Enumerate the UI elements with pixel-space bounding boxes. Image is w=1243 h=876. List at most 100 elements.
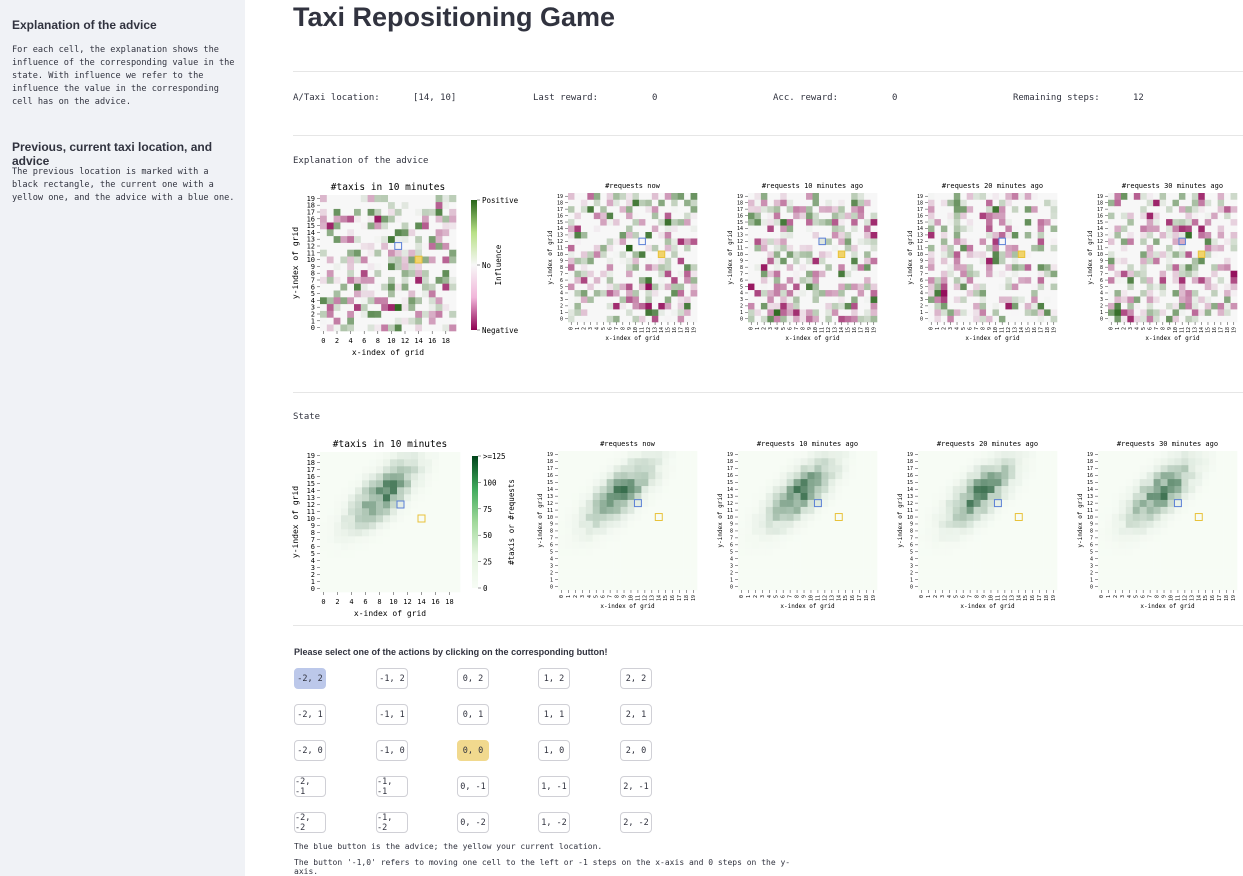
heatmap-cell bbox=[390, 487, 398, 495]
heatmap-cell bbox=[360, 215, 368, 223]
heatmap-cell bbox=[780, 225, 787, 232]
heatmap-cell bbox=[333, 297, 341, 305]
heatmap-cell bbox=[397, 529, 405, 537]
action-button[interactable]: 0, 1 bbox=[457, 704, 489, 725]
heatmap-cell bbox=[1185, 289, 1193, 297]
title: Taxi Repositioning Game bbox=[293, 2, 616, 32]
action-button[interactable]: 0, 0 bbox=[457, 740, 489, 761]
heatmap-cell bbox=[1166, 205, 1173, 213]
heatmap-cell bbox=[1044, 283, 1051, 291]
action-button[interactable]: 2, 0 bbox=[620, 740, 652, 761]
heatmap-cell bbox=[564, 548, 573, 556]
action-button[interactable]: 1, 2 bbox=[538, 668, 570, 689]
heatmap-cell bbox=[870, 451, 878, 459]
heatmap-cell bbox=[404, 459, 412, 467]
action-button[interactable]: -2, 1 bbox=[294, 704, 326, 725]
action-button[interactable]: 2, -1 bbox=[620, 776, 652, 797]
heatmap-cell bbox=[1146, 309, 1154, 316]
y-tick-label: 4 bbox=[740, 291, 743, 297]
heatmap-cell bbox=[585, 541, 594, 549]
heatmap-cell bbox=[355, 487, 363, 495]
heatmap-cell bbox=[626, 205, 633, 213]
heatmap-cell bbox=[1044, 205, 1051, 213]
action-button[interactable]: 1, 0 bbox=[538, 740, 570, 761]
heatmap-cell bbox=[765, 464, 774, 473]
action-button[interactable]: -1, 1 bbox=[376, 704, 408, 725]
heatmap-cell bbox=[408, 290, 416, 298]
heatmap-cell bbox=[842, 534, 850, 542]
heatmap-cell bbox=[671, 231, 678, 239]
heatmap-cell bbox=[415, 297, 423, 305]
heatmap-cell bbox=[677, 193, 685, 200]
heatmap-cell bbox=[849, 527, 857, 535]
x-tick-label: 4 bbox=[767, 595, 773, 598]
heatmap-cell bbox=[1202, 492, 1210, 500]
x-tick-label: 7 bbox=[968, 595, 974, 598]
action-button[interactable]: -1, -2 bbox=[376, 812, 408, 833]
heatmap-cell bbox=[814, 527, 822, 535]
heatmap-cell bbox=[1178, 276, 1186, 284]
heatmap-cell bbox=[1011, 263, 1019, 271]
heatmap-cell bbox=[320, 276, 328, 284]
heatmap-cell bbox=[973, 499, 981, 507]
heatmap-cell bbox=[973, 457, 981, 466]
heatmap-cell bbox=[638, 212, 646, 220]
heatmap-cell bbox=[1104, 534, 1113, 542]
heatmap-cell bbox=[645, 263, 653, 271]
action-button[interactable]: 1, -1 bbox=[538, 776, 570, 797]
heatmap-cell bbox=[1098, 562, 1106, 570]
heatmap-cell bbox=[1172, 244, 1180, 252]
heatmap-cell bbox=[987, 478, 995, 487]
heatmap-cell bbox=[1024, 225, 1032, 232]
heatmap-cell bbox=[613, 199, 620, 207]
action-button[interactable]: 0, 2 bbox=[457, 668, 489, 689]
heatmap-cell bbox=[1153, 218, 1160, 226]
heatmap-cell bbox=[360, 283, 368, 291]
heatmap-cell bbox=[367, 297, 375, 305]
heatmap-cell bbox=[751, 534, 760, 542]
heatmap-cell bbox=[1104, 541, 1113, 549]
action-button[interactable]: 2, 2 bbox=[620, 668, 652, 689]
heatmap-cell bbox=[620, 478, 628, 487]
heatmap-cell bbox=[918, 576, 926, 584]
heatmap-cell bbox=[1167, 555, 1175, 563]
action-button[interactable]: -2, -1 bbox=[294, 776, 326, 797]
heatmap-cell bbox=[428, 324, 436, 332]
divider bbox=[293, 392, 1243, 393]
heatmap-cell bbox=[952, 451, 960, 459]
heatmap-cell bbox=[369, 564, 377, 572]
heatmap-cell bbox=[1037, 244, 1045, 252]
heatmap-cell bbox=[799, 251, 807, 258]
heatmap-cell bbox=[998, 276, 1006, 284]
heatmap-cell bbox=[1029, 478, 1037, 487]
action-button[interactable]: -1, -1 bbox=[376, 776, 408, 797]
action-button[interactable]: -2, -2 bbox=[294, 812, 326, 833]
heatmap-cell bbox=[360, 269, 368, 277]
action-button[interactable]: 2, 1 bbox=[620, 704, 652, 725]
y-tick-label: 19 bbox=[307, 195, 315, 203]
heatmap-cell bbox=[793, 302, 800, 310]
heatmap-cell bbox=[1031, 315, 1038, 323]
x-tick-label: 8 bbox=[620, 327, 626, 330]
action-button[interactable]: 1, -2 bbox=[538, 812, 570, 833]
action-button[interactable]: 0, -1 bbox=[457, 776, 489, 797]
heatmap-cell bbox=[1022, 471, 1030, 480]
heatmap-cell bbox=[738, 457, 746, 466]
heatmap-cell bbox=[1230, 257, 1238, 265]
action-button[interactable]: 1, 1 bbox=[538, 704, 570, 725]
heatmap-cell bbox=[924, 562, 933, 570]
heatmap-cell bbox=[341, 494, 349, 502]
action-button[interactable]: -1, 0 bbox=[376, 740, 408, 761]
heatmap-cell bbox=[574, 263, 582, 271]
heatmap-cell bbox=[453, 515, 461, 523]
heatmap-cell bbox=[1223, 562, 1231, 570]
heatmap-cell bbox=[683, 485, 691, 493]
heatmap-cell bbox=[627, 485, 635, 493]
heatmap-cell bbox=[863, 569, 871, 577]
x-tick-label: 8 bbox=[980, 327, 986, 330]
action-button[interactable]: -2, 0 bbox=[294, 740, 326, 761]
action-button[interactable]: 0, -2 bbox=[457, 812, 489, 833]
action-button[interactable]: -2, 2 bbox=[294, 668, 326, 689]
action-button[interactable]: 2, -2 bbox=[620, 812, 652, 833]
action-button[interactable]: -1, 2 bbox=[376, 668, 408, 689]
